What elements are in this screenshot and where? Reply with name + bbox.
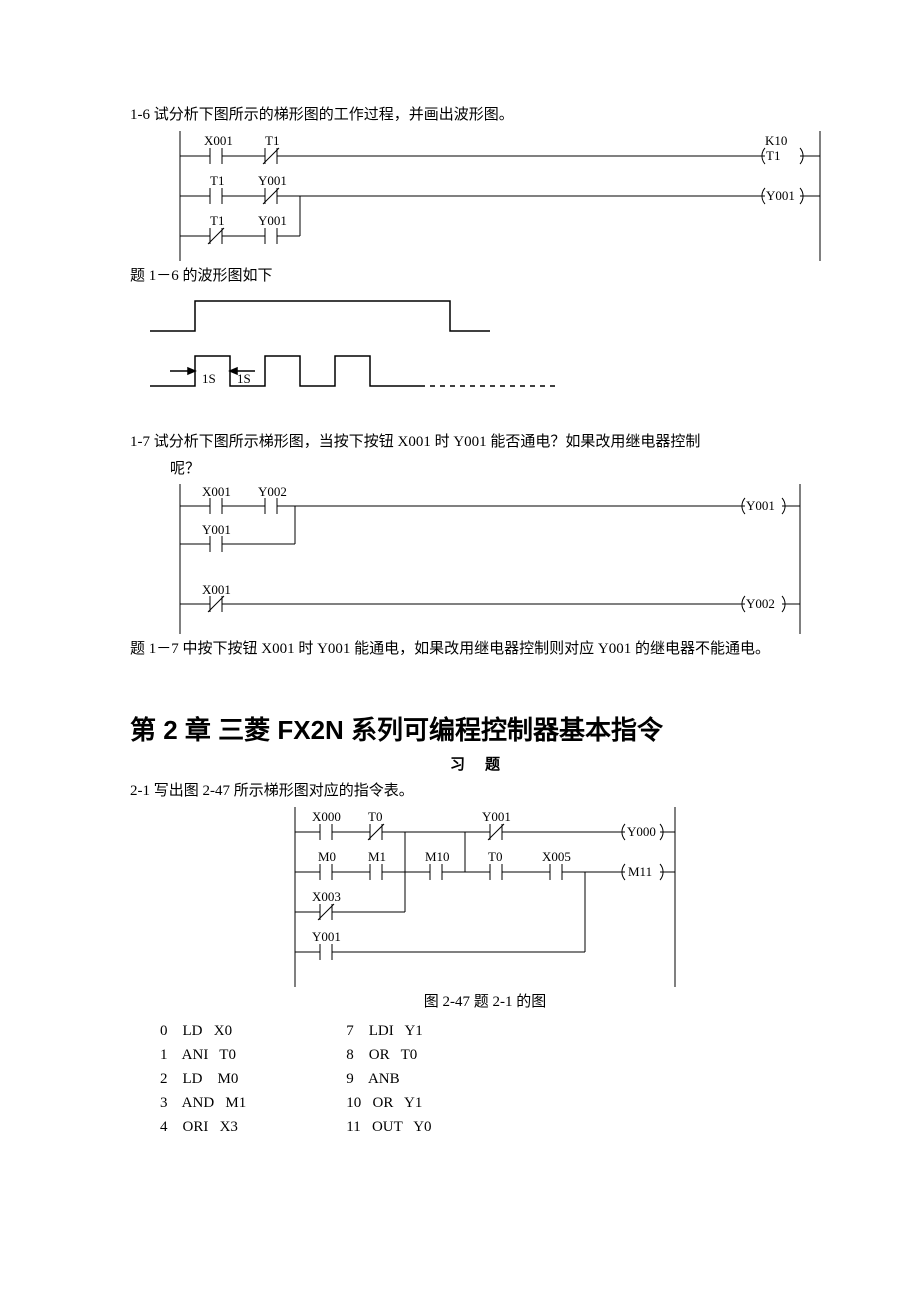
svg-text:Y001: Y001 [202,522,231,537]
svg-text:1S: 1S [237,371,251,386]
instr-row: 1 ANI T0 [160,1043,246,1067]
instr-row: 10 OR Y1 [346,1091,431,1115]
svg-text:Y002: Y002 [258,484,287,499]
chapter-title: 第 2 章 三菱 FX2N 系列可编程控制器基本指令 [130,711,840,750]
svg-text:Y002: Y002 [746,596,775,611]
svg-text:Y001: Y001 [746,498,775,513]
svg-text:X001: X001 [202,484,231,499]
svg-text:M0: M0 [318,849,336,864]
instr-row: 9 ANB [346,1067,431,1091]
svg-text:X001: X001 [204,133,233,148]
svg-text:Y001: Y001 [258,173,287,188]
svg-text:Y001: Y001 [482,809,511,824]
svg-text:T0: T0 [488,849,502,864]
chapter-subtitle: 习题 [130,754,840,777]
q16-waveform: 1S 1S [140,291,570,401]
q16-prompt: 1-6 试分析下图所示的梯形图的工作过程，并画出波形图。 [130,104,840,127]
svg-text:X003: X003 [312,889,341,904]
svg-text:M10: M10 [425,849,450,864]
q16-ladder: X001 T1 T1 K10 T1 Y001 Y001 T1 Y001 [170,131,830,261]
q21-caption: 图 2-47 题 2-1 的图 [130,991,840,1014]
svg-text:T1: T1 [210,213,224,228]
q17-answer: 题 1－7 中按下按钮 X001 时 Y001 能通电，如果改用继电器控制则对应… [130,638,840,661]
svg-text:M11: M11 [628,864,652,879]
svg-text:X005: X005 [542,849,571,864]
svg-text:T1: T1 [265,133,279,148]
instr-row: 4 ORI X3 [160,1115,246,1139]
svg-text:M1: M1 [368,849,386,864]
svg-text:Y001: Y001 [258,213,287,228]
instr-row: 8 OR T0 [346,1043,431,1067]
svg-text:Y001: Y001 [766,188,795,203]
svg-text:K10: K10 [765,133,787,148]
q17-prompt: 1-7 试分析下图所示梯形图，当按下按钮 X001 时 Y001 能否通电？如果… [130,431,840,454]
svg-text:Y001: Y001 [312,929,341,944]
instr-row: 7 LDI Y1 [346,1019,431,1043]
svg-text:T1: T1 [766,148,780,163]
q21-ladder: X000 T0 Y001 Y000 M0 M1 M10 T0 X005 M11 … [285,807,685,987]
instr-col-left: 0 LD X0 1 ANI T0 2 LD M0 3 AND M1 4 ORI … [160,1019,246,1139]
svg-text:T1: T1 [210,173,224,188]
q17-prompt2: 呢？ [130,458,840,481]
instr-row: 11 OUT Y0 [346,1115,431,1139]
instr-row: 2 LD M0 [160,1067,246,1091]
instr-col-right: 7 LDI Y1 8 OR T0 9 ANB 10 OR Y1 11 OUT Y… [346,1019,431,1139]
q16-caption: 题 1－6 的波形图如下 [130,265,840,288]
svg-text:X001: X001 [202,582,231,597]
q21-prompt: 2-1 写出图 2-47 所示梯形图对应的指令表。 [130,780,840,803]
instr-row: 3 AND M1 [160,1091,246,1115]
q17-ladder: X001 Y002 Y001 Y001 X001 Y002 [170,484,810,634]
svg-text:T0: T0 [368,809,382,824]
svg-text:X000: X000 [312,809,341,824]
instr-row: 0 LD X0 [160,1019,246,1043]
svg-text:Y000: Y000 [627,824,656,839]
instruction-table: 0 LD X0 1 ANI T0 2 LD M0 3 AND M1 4 ORI … [130,1019,840,1139]
svg-text:1S: 1S [202,371,216,386]
